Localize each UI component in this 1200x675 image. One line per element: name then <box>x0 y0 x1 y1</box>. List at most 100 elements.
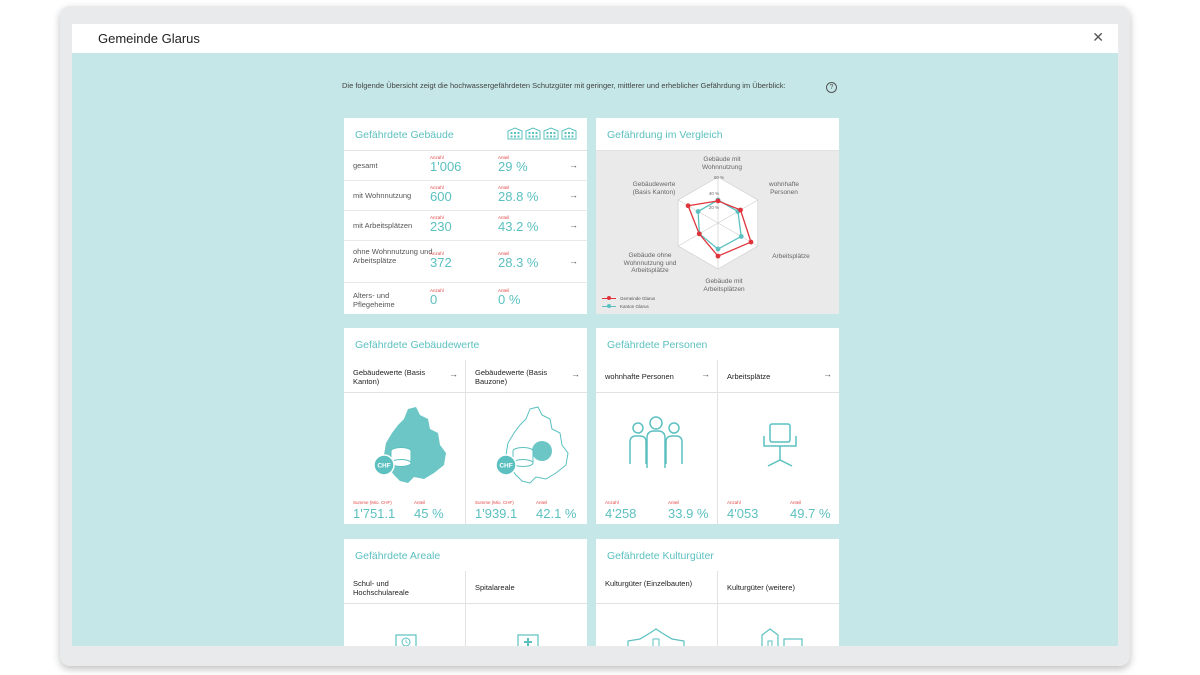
anzahl-label: Anzahl <box>430 155 444 160</box>
cultural-heritage-icon <box>761 628 803 646</box>
arrow-right-icon[interactable]: → <box>569 190 578 200</box>
summe-value: 1'939.1 <box>475 506 518 521</box>
content-area: Die folgende Übersicht zeigt die hochwas… <box>72 53 1118 646</box>
anzahl-value: 4'053 <box>727 506 759 521</box>
anteil-value: 28.8 % <box>498 189 539 204</box>
arrow-right-icon[interactable]: → <box>569 256 578 266</box>
tick-label: 40 % <box>709 191 719 196</box>
anzahl-label: Anzahl <box>430 251 444 256</box>
axis-label-gebaeude-ohne: Gebäude ohne Wohnnutzung und Arbeitsplät… <box>623 252 677 274</box>
anzahl-value: 230 <box>430 219 452 234</box>
kultur-col-einzelbauten[interactable]: Kulturgüter (Einzelbauten) <box>596 571 717 604</box>
bauzone-map-icon: CHF <box>495 406 569 484</box>
anzahl-value: 600 <box>430 189 452 204</box>
legend-label: Gemeinde Glarus <box>620 296 656 301</box>
anteil-cell: Anteil 43.2 % <box>498 215 538 233</box>
anteil-label: Anteil <box>498 251 510 256</box>
radar-point <box>715 253 721 259</box>
buildings-row-ohne[interactable]: ohne Wohnnutzung und Arbeitsplätze Anzah… <box>344 240 587 283</box>
arrow-right-icon[interactable]: → <box>449 369 458 379</box>
intro-text: Die folgende Übersicht zeigt die hochwas… <box>342 81 786 90</box>
radar-point <box>738 207 743 213</box>
anzahl-value: 4'258 <box>605 506 637 521</box>
anzahl-cell: Anzahl 1'006 <box>430 155 461 173</box>
hospital-icon <box>517 634 539 646</box>
areale-title: Gefährdete Areale <box>355 550 441 562</box>
werte-header: Gefährdete Gebäudewerte <box>344 328 587 361</box>
col-divider <box>465 571 466 646</box>
anteil-cell: Anteil 29 % <box>498 155 528 173</box>
row-label: ohne Wohnnutzung und Arbeitsplätze <box>353 247 433 265</box>
anzahl-label: Anzahl <box>430 185 444 190</box>
personen-col-wohnhaft[interactable]: wohnhafte Personen → <box>596 360 717 393</box>
col-label: wohnhafte Personen <box>605 372 674 381</box>
buildings-row-wohnnutzung[interactable]: mit Wohnnutzung Anzahl 600 Anteil 28.8 % → <box>344 180 587 211</box>
col-label: Spitalareale <box>475 583 515 592</box>
col-divider <box>717 360 718 524</box>
summe-cell: Summe (Mio. CHF) 1'939.1 <box>475 500 517 523</box>
anteil-label: Anteil <box>536 500 548 505</box>
legend: Gemeinde Glarus Kanton Glarus <box>602 295 655 311</box>
kultur-col-weitere[interactable]: Kulturgüter (weitere) <box>718 571 839 604</box>
werte-title: Gefährdete Gebäudewerte <box>355 339 480 351</box>
anzahl-label: Anzahl <box>605 500 619 505</box>
anteil-value: 49.7 % <box>790 506 831 521</box>
anteil-value: 28.3 % <box>498 255 539 270</box>
building-icons <box>507 127 577 140</box>
anzahl-cell: Anzahl 4'258 <box>605 500 636 523</box>
summe-cell: Summe (Mio. CHF) 1'751.1 <box>353 500 395 523</box>
anteil-cell: Anteil 45 % <box>414 500 444 523</box>
cultural-building-icon <box>627 628 685 646</box>
close-icon[interactable]: ✕ <box>1092 29 1104 45</box>
anteil-label: Anteil <box>498 185 510 190</box>
anzahl-value: 372 <box>430 255 452 270</box>
buildings-title: Gefährdete Gebäude <box>355 129 454 141</box>
title-bar: Gemeinde Glarus ✕ <box>72 24 1118 53</box>
anteil-label: Anteil <box>414 500 426 505</box>
people-icon <box>629 416 683 468</box>
arrow-right-icon[interactable]: → <box>569 220 578 230</box>
anteil-value: 29 % <box>498 159 528 174</box>
anzahl-cell: Anzahl 230 <box>430 215 452 233</box>
personen-col-arbeitsplaetze[interactable]: Arbeitsplätze → <box>718 360 839 393</box>
anteil-cell: Anteil 42.1 % <box>536 500 576 523</box>
arrow-right-icon[interactable]: → <box>701 369 710 379</box>
row-label: mit Arbeitsplätzen <box>353 221 413 230</box>
anteil-cell: Anteil 28.3 % <box>498 251 538 269</box>
arrow-right-icon[interactable]: → <box>569 160 578 170</box>
kultur-title: Gefährdete Kulturgüter <box>607 550 714 562</box>
areale-col-schul[interactable]: Schul- und Hochschulareale <box>344 571 465 604</box>
building-icon <box>507 127 523 140</box>
buildings-row-gesamt[interactable]: gesamt Anzahl 1'006 Anteil 29 % → <box>344 150 587 181</box>
col-label: Arbeitsplätze <box>727 372 771 381</box>
anteil-label: Anteil <box>668 500 680 505</box>
kultur-header: Gefährdete Kulturgüter <box>596 539 839 572</box>
areale-col-spital[interactable]: Spitalareale <box>466 571 587 604</box>
werte-col-kanton[interactable]: Gebäudewerte (Basis Kanton) → <box>344 360 465 393</box>
anteil-label: Anteil <box>498 155 510 160</box>
summe-value: 1'751.1 <box>353 506 396 521</box>
anzahl-value: 0 <box>430 292 438 307</box>
anteil-value: 45 % <box>414 506 444 521</box>
legend-label: Kanton Glarus <box>620 304 649 309</box>
anzahl-label: Anzahl <box>430 215 444 220</box>
arrow-right-icon[interactable]: → <box>571 369 580 379</box>
anzahl-label: Anzahl <box>727 500 741 505</box>
anzahl-cell: Anzahl 0 <box>430 288 444 306</box>
axis-label-gebaeudewerte: Gebäudewerte (Basis Kanton) <box>632 181 676 196</box>
areale-panel: Gefährdete Areale Schul- und Hochschular… <box>344 539 587 646</box>
radar-point <box>696 231 702 237</box>
anteil-value: 42.1 % <box>536 506 577 521</box>
arrow-right-icon[interactable]: → <box>823 369 832 379</box>
radar-point <box>715 198 721 204</box>
tick-label: 60 % <box>714 175 724 180</box>
buildings-row-arbeitsplaetze[interactable]: mit Arbeitsplätzen Anzahl 230 Anteil 43.2 … <box>344 210 587 241</box>
help-icon[interactable]: ? <box>826 82 837 93</box>
werte-col-bauzone[interactable]: Gebäudewerte (Basis Bauzone) → <box>466 360 587 393</box>
anteil-cell: Anteil 0 % <box>498 288 520 306</box>
col-label: Kulturgüter (weitere) <box>727 583 795 592</box>
col-divider <box>717 571 718 646</box>
col-label: Kulturgüter (Einzelbauten) <box>605 579 693 588</box>
summe-label: Summe (Mio. CHF) <box>353 500 392 505</box>
anteil-cell: Anteil 33.9 % <box>668 500 708 523</box>
